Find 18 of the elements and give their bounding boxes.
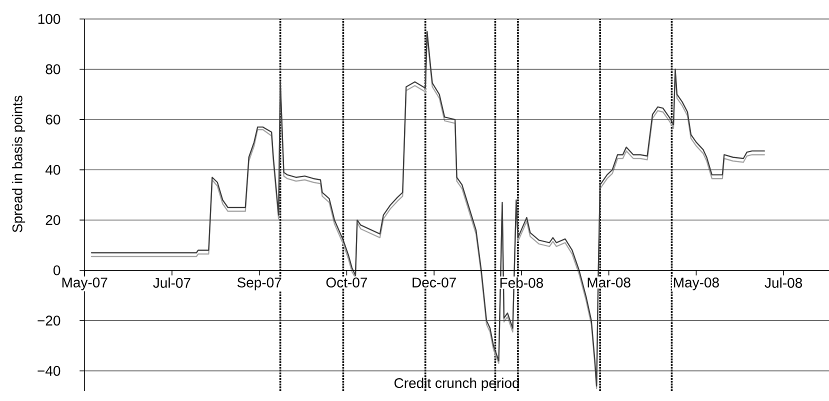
x-tick-label: Oct-07 [326,278,368,288]
x-tick-label: Dec-07 [412,278,456,288]
y-tick-label: 20 [46,215,60,226]
x-tick-label: May-07 [62,278,108,290]
y-axis-title: Spread in basis points [12,96,26,232]
x-tick-label: Jul-07 [153,278,190,288]
y-tick-label: 80 [46,64,60,74]
x-tick-label: Jul-08 [764,278,802,288]
y-tick-label: −20 [38,316,60,326]
y-tick-label: 100 [38,14,60,24]
y-tick-label: 0 [53,265,60,276]
x-tick-label: Feb-08 [500,278,544,288]
x-tick-label: Sep-07 [237,278,282,290]
x-tick-label: May-08 [674,278,719,290]
x-tick-label: Mar-08 [588,278,630,288]
y-tick-label: 40 [45,164,60,175]
y-tick-label: 60 [46,114,60,124]
y-tick-label: −40 [38,366,60,376]
